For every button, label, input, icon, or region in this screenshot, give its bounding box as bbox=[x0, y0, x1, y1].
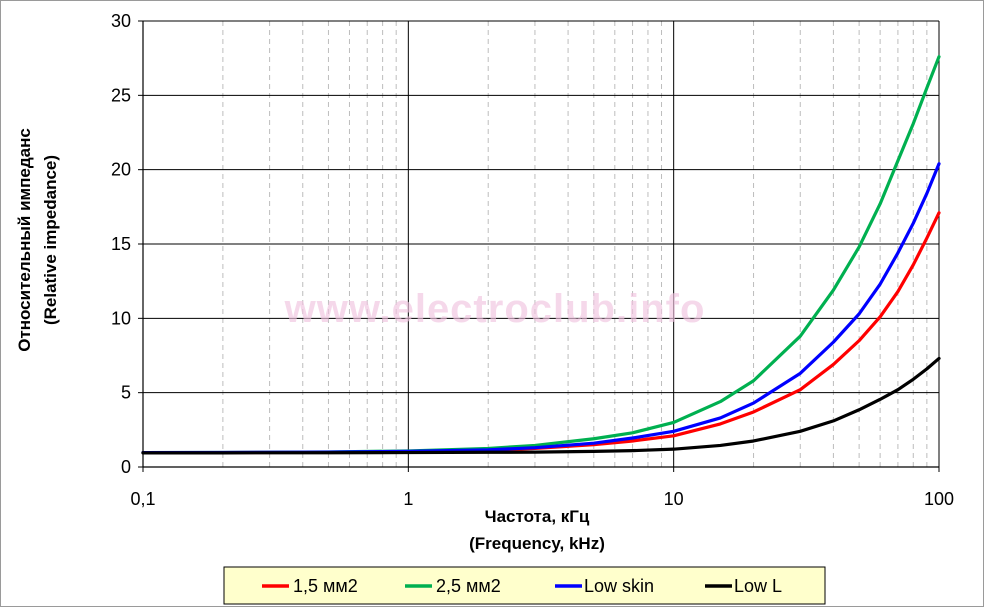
x-axis-title-line-1: Частота, кГц bbox=[485, 507, 590, 526]
x-tick-label: 10 bbox=[664, 489, 684, 509]
legend-label-4: Low L bbox=[734, 576, 782, 596]
legend: 1,5 мм2 2,5 мм2 Low skin Low L bbox=[223, 566, 826, 605]
y-tick-label: 20 bbox=[111, 160, 131, 180]
x-tick-label: 100 bbox=[924, 489, 954, 509]
y-tick-label: 0 bbox=[121, 457, 131, 477]
y-tick-label: 5 bbox=[121, 383, 131, 403]
y-tick-label: 10 bbox=[111, 308, 131, 328]
y-axis-title: Относительный импеданс (Relative impedan… bbox=[15, 128, 60, 352]
y-tick-label: 25 bbox=[111, 85, 131, 105]
legend-label-1: 1,5 мм2 bbox=[293, 576, 358, 596]
x-tick-label: 1 bbox=[403, 489, 413, 509]
x-axis-title: Частота, кГц (Frequency, kHz) bbox=[469, 507, 605, 553]
x-tick-label: 0,1 bbox=[130, 489, 155, 509]
axis-layer: 0 5 10 15 20 25 30 0,1 1 10 100 bbox=[111, 11, 954, 509]
legend-label-2: 2,5 мм2 bbox=[436, 576, 501, 596]
y-tick-label: 30 bbox=[111, 11, 131, 31]
series-line-4 bbox=[141, 356, 941, 455]
legend-label-3: Low skin bbox=[584, 576, 654, 596]
y-tick-label: 15 bbox=[111, 234, 131, 254]
x-axis-title-line-2: (Frequency, kHz) bbox=[469, 534, 605, 553]
watermark: www.electroclub.info bbox=[284, 287, 706, 331]
y-axis-title-line-1: Относительный импеданс bbox=[15, 128, 34, 352]
y-axis-title-line-2: (Relative impedance) bbox=[41, 155, 60, 325]
series-layer bbox=[141, 55, 941, 455]
